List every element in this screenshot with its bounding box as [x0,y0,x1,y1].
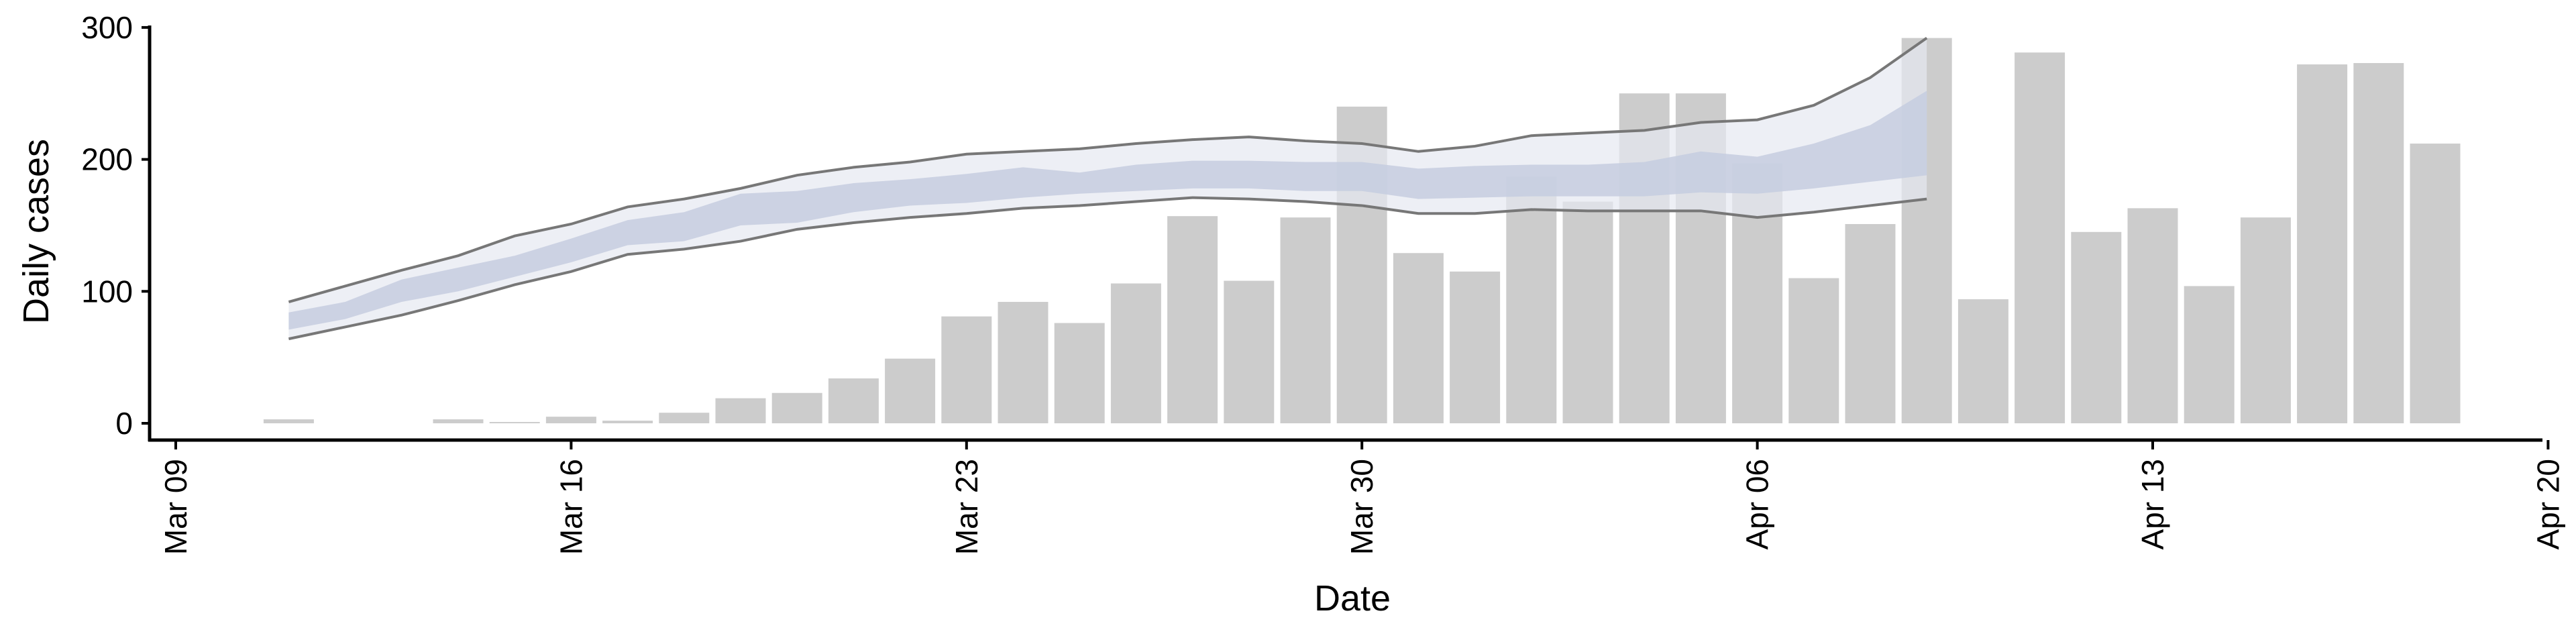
x-axis-ticks: Mar 09 Mar 16 Mar 23 Mar 30 Apr 06 Apr 13 Apr … [158,440,2565,555]
x-tick-label: Apr 20 [2530,459,2565,550]
bar [828,378,879,423]
bar [771,392,822,423]
y-tick-label: 100 [81,274,133,309]
bar [489,422,540,423]
bar [2127,208,2178,423]
bar [941,316,992,423]
bar [2297,64,2348,423]
bar [2015,52,2065,423]
bar [2184,286,2235,423]
y-axis-title: Daily cases [16,139,56,324]
bar [715,398,766,423]
bar [1393,253,1444,423]
x-tick-label: Apr 06 [1740,459,1775,550]
forecast-upper-line [288,36,1928,303]
bar [1280,217,1331,423]
bar [433,419,484,423]
bar [885,358,936,423]
bar [2353,63,2404,423]
bar [1167,216,1218,423]
forecast-lower-line [288,196,1927,341]
x-tick-label: Mar 30 [1344,459,1379,555]
bar [2410,143,2461,423]
x-tick-label: Apr 13 [2135,459,2170,550]
y-tick-label: 200 [81,142,133,177]
bar [1957,299,2008,423]
bar [1054,323,1105,423]
forecast-band-layer [288,36,1928,341]
bar [998,302,1049,423]
y-tick-label: 0 [115,406,133,441]
bar [659,413,710,423]
bar [1110,283,1161,423]
x-tick-label: Mar 23 [949,459,984,555]
y-tick-label: 300 [81,10,133,45]
bar [2240,217,2291,423]
bar [1845,223,1896,423]
bar [1562,201,1613,423]
bar [602,421,653,423]
bar [1224,280,1275,423]
bar [1450,271,1501,423]
bar-layer [263,38,2461,424]
bar [1788,278,1839,423]
bar [2071,231,2122,423]
x-tick-label: Mar 16 [553,459,588,555]
bar [263,419,314,423]
y-axis-ticks: 0 100 200 300 [81,10,150,441]
bar [1506,176,1557,423]
bar [545,417,596,423]
x-axis-title: Date [1314,578,1391,619]
x-tick-label: Mar 09 [158,459,193,555]
